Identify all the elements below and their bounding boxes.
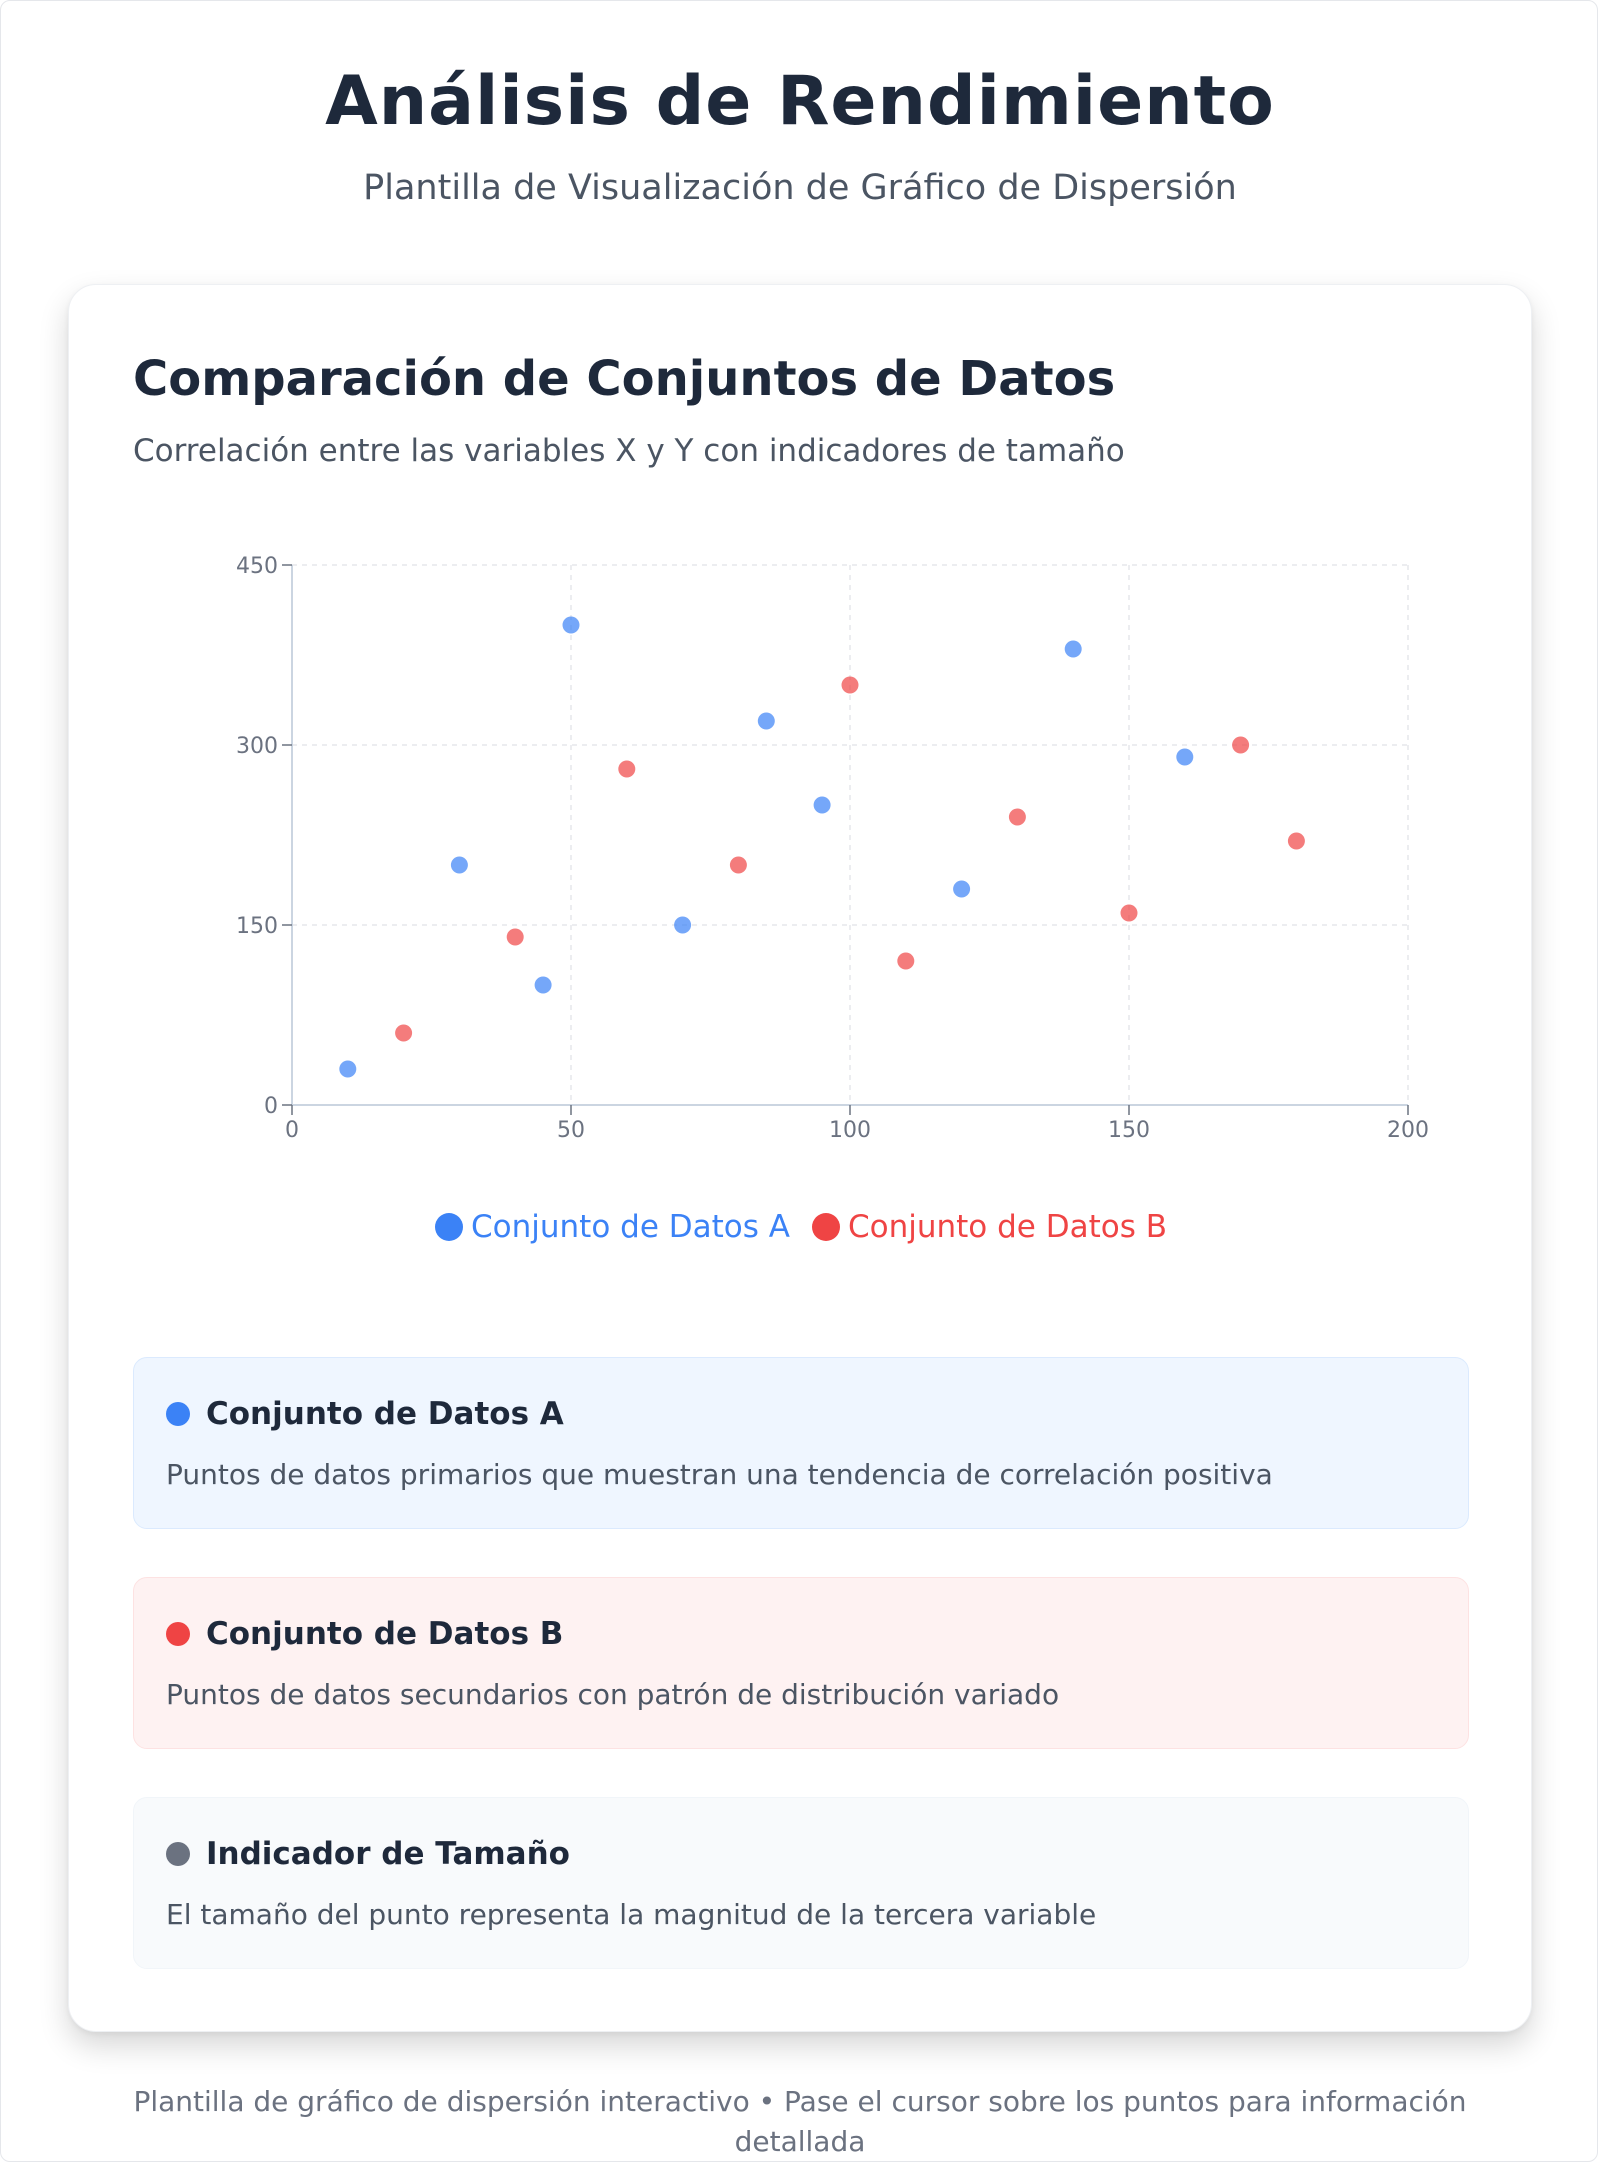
info-card-header: Indicador de Tamaño bbox=[166, 1836, 570, 1872]
legend-item-dataset-a[interactable]: Conjunto de Datos A bbox=[435, 1209, 790, 1245]
page-title: Análisis de Rendimiento bbox=[325, 62, 1275, 141]
legend-label-dataset-b: Conjunto de Datos B bbox=[847, 1209, 1167, 1245]
x-tick-label: 100 bbox=[829, 1118, 871, 1143]
info-card-description: Puntos de datos primarios que muestran u… bbox=[166, 1458, 1273, 1491]
x-tick-label: 0 bbox=[285, 1118, 299, 1143]
legend-dot-icon bbox=[811, 1213, 840, 1241]
info-card-title: Conjunto de Datos A bbox=[206, 1396, 564, 1432]
scatter-chart: 0 150 300 450 0 50 100 150 200 bbox=[236, 554, 1429, 1143]
y-tick-label: 0 bbox=[264, 1094, 278, 1119]
data-point-dataset-b[interactable] bbox=[1008, 808, 1026, 826]
data-point-dataset-b[interactable] bbox=[506, 928, 524, 946]
data-point-dataset-a[interactable] bbox=[1176, 748, 1194, 766]
data-point-dataset-a[interactable] bbox=[534, 976, 552, 994]
chart-card: Comparación de Conjuntos de Datos Correl… bbox=[68, 284, 1532, 2032]
legend-dot-icon bbox=[435, 1213, 464, 1241]
legend-item-dataset-b[interactable]: Conjunto de Datos B bbox=[811, 1209, 1167, 1245]
data-point-dataset-b[interactable] bbox=[1120, 904, 1138, 922]
data-point-dataset-b[interactable] bbox=[841, 676, 859, 694]
data-point-dataset-b[interactable] bbox=[395, 1024, 413, 1042]
data-point-dataset-b[interactable] bbox=[618, 760, 636, 778]
y-tick-label: 300 bbox=[236, 734, 278, 759]
chart-legend: Conjunto de Datos A Conjunto de Datos B bbox=[69, 1209, 1533, 1245]
info-card-header: Conjunto de Datos A bbox=[166, 1396, 564, 1432]
data-point-dataset-a[interactable] bbox=[953, 880, 971, 898]
info-card-title: Indicador de Tamaño bbox=[206, 1836, 570, 1872]
x-tick-label: 50 bbox=[557, 1118, 585, 1143]
card-title: Comparación de Conjuntos de Datos bbox=[133, 351, 1116, 407]
y-tick-label: 150 bbox=[236, 914, 278, 939]
info-card-description: El tamaño del punto representa la magnit… bbox=[166, 1898, 1097, 1931]
info-card-dataset-a: Conjunto de Datos A Puntos de datos prim… bbox=[133, 1357, 1469, 1529]
data-point-dataset-a[interactable] bbox=[562, 616, 580, 634]
data-point-dataset-b[interactable] bbox=[1232, 736, 1250, 754]
legend-label-dataset-a: Conjunto de Datos A bbox=[471, 1209, 790, 1245]
card-subtitle: Correlación entre las variables X y Y co… bbox=[133, 433, 1125, 469]
data-point-dataset-a[interactable] bbox=[757, 712, 775, 730]
dot-icon bbox=[166, 1622, 190, 1646]
data-point-dataset-a[interactable] bbox=[1064, 640, 1082, 658]
info-card-title: Conjunto de Datos B bbox=[206, 1616, 564, 1652]
dot-icon bbox=[166, 1402, 190, 1426]
info-card-header: Conjunto de Datos B bbox=[166, 1616, 563, 1652]
y-tick-label: 450 bbox=[236, 554, 278, 579]
data-point-dataset-a[interactable] bbox=[450, 856, 468, 874]
info-card-size-indicator: Indicador de Tamaño El tamaño del punto … bbox=[133, 1797, 1469, 1969]
x-tick-label: 150 bbox=[1108, 1118, 1150, 1143]
data-point-dataset-b[interactable] bbox=[729, 856, 747, 874]
data-point-dataset-a[interactable] bbox=[813, 796, 831, 814]
x-tick-label: 200 bbox=[1387, 1118, 1429, 1143]
dot-icon bbox=[166, 1842, 190, 1866]
page-subtitle: Plantilla de Visualización de Gráfico de… bbox=[363, 168, 1237, 208]
info-card-description: Puntos de datos secundarios con patrón d… bbox=[166, 1678, 1060, 1711]
data-point-dataset-b[interactable] bbox=[897, 952, 915, 970]
data-point-dataset-b[interactable] bbox=[1287, 832, 1305, 850]
footer-note: Plantilla de gráfico de dispersión inter… bbox=[133, 2085, 1467, 2158]
data-point-dataset-a[interactable] bbox=[339, 1060, 357, 1078]
data-point-dataset-a[interactable] bbox=[674, 916, 692, 934]
info-card-dataset-b: Conjunto de Datos B Puntos de datos secu… bbox=[133, 1577, 1469, 1749]
